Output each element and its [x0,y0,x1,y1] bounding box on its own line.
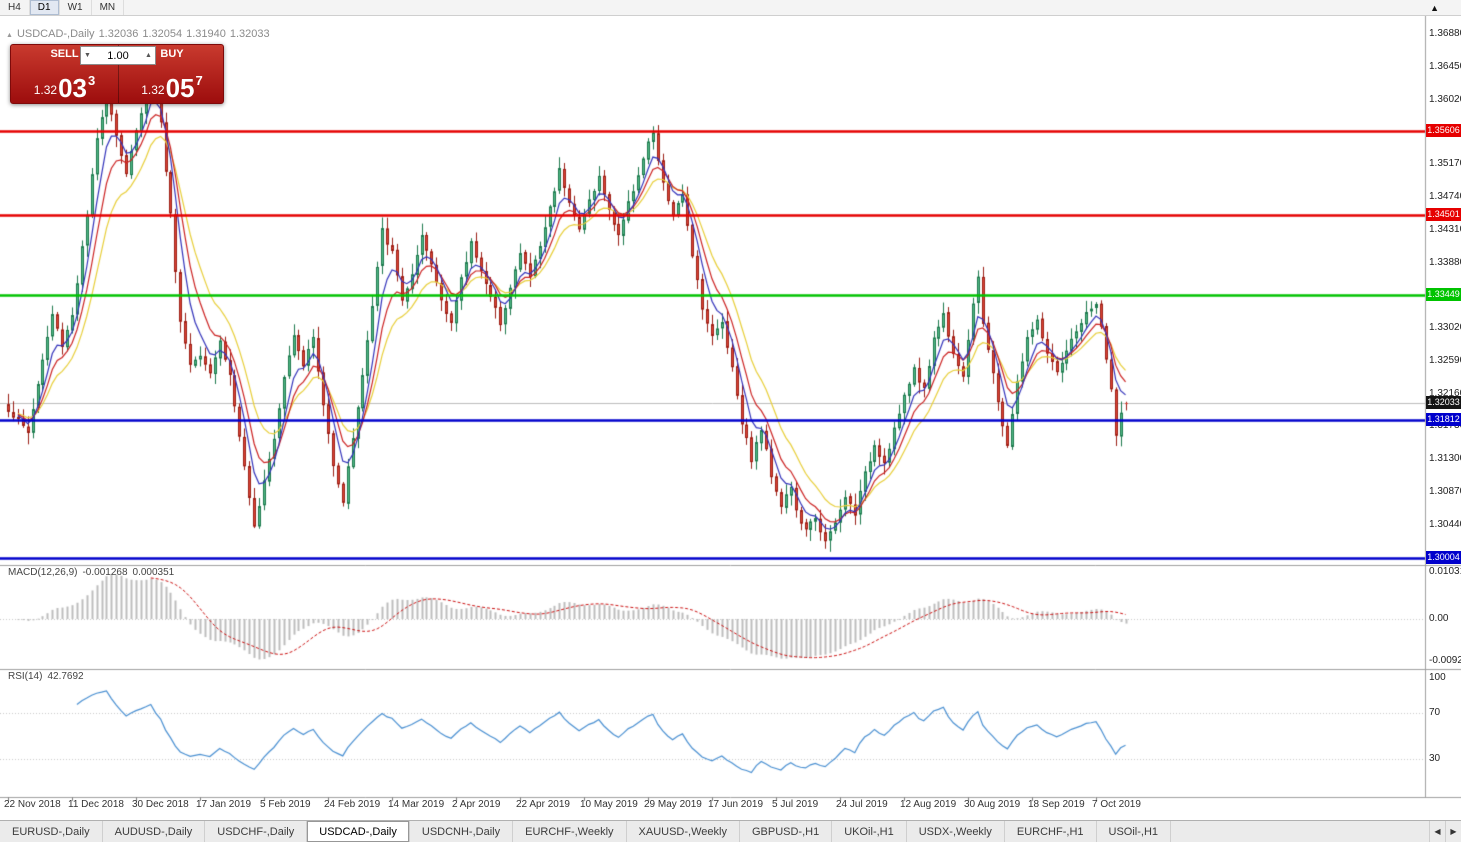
buy-label: BUY [160,48,184,60]
volume-increase-icon[interactable]: ▲ [145,52,152,59]
timeframe-button-h4[interactable]: H4 [0,0,30,15]
tab-scroll-buttons: ◀ ▶ [1429,821,1461,842]
volume-decrease-icon[interactable]: ▼ [84,52,91,59]
chart-tab-usoil-h1[interactable]: USOil-,H1 [1096,821,1172,842]
timeframe-button-d1[interactable]: D1 [29,0,60,15]
buy-button[interactable]: BUY 1.32 05 7 [118,45,223,103]
chart-tab-ukoil-h1[interactable]: UKOil-,H1 [832,821,907,842]
volume-value[interactable]: 1.00 [107,49,129,62]
chart-tab-usdcad-daily[interactable]: USDCAD-,Daily [307,821,410,842]
timeframe-button-w1[interactable]: W1 [60,0,92,15]
timeframe-toolbar: H4 D1 W1 MN ▲ [0,0,1461,16]
chart-tab-audusd-daily[interactable]: AUDUSD-,Daily [102,821,206,842]
chart-tab-gbpusd-h1[interactable]: GBPUSD-,H1 [739,821,833,842]
chart-tab-usdx-weekly[interactable]: USDX-,Weekly [906,821,1005,842]
timeframe-buttons: H4 D1 W1 MN [0,0,125,15]
chart-tab-xauusd-weekly[interactable]: XAUUSD-,Weekly [626,821,740,842]
chart-tab-eurchf-weekly[interactable]: EURCHF-,Weekly [513,821,627,842]
timeframe-button-mn[interactable]: MN [92,0,125,15]
sell-price: 1.32 03 3 [33,72,96,103]
one-click-trading-panel: SELL 1.32 03 3 BUY 1.32 05 7 ▼ 1.00 ▲ [10,44,224,104]
chart-tab-eurusd-daily[interactable]: EURUSD-,Daily [0,821,103,842]
buy-price: 1.32 05 7 [141,72,203,103]
chart-tab-bar: EURUSD-,Daily AUDUSD-,Daily USDCHF-,Daily U… [0,820,1461,842]
price-chart-canvas[interactable] [0,16,1461,820]
chart-tab-usdcnh-daily[interactable]: USDCNH-,Daily [409,821,514,842]
chart-tab-usdchf-daily[interactable]: USDCHF-,Daily [205,821,308,842]
volume-stepper[interactable]: ▼ 1.00 ▲ [80,46,156,65]
tabs-scroll-right-button[interactable]: ▶ [1445,821,1461,842]
chart-tab-eurchf-h1[interactable]: EURCHF-,H1 [1004,821,1097,842]
tabs-scroll-left-button[interactable]: ◀ [1429,821,1445,842]
sell-label: SELL [50,48,79,60]
chart-tabs: EURUSD-,Daily AUDUSD-,Daily USDCHF-,Daily U… [0,821,1172,842]
toolbar-collapse-button[interactable]: ▲ [1430,3,1439,13]
sell-button[interactable]: SELL 1.32 03 3 [11,45,118,103]
